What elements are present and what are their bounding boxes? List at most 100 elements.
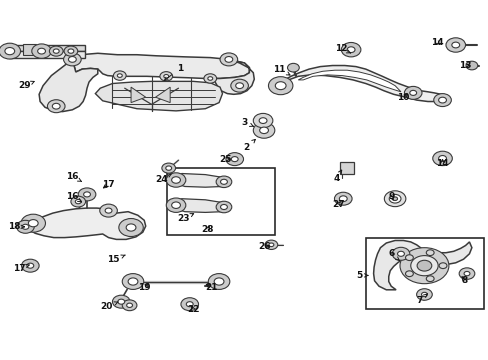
Circle shape [52, 103, 60, 109]
Circle shape [220, 179, 227, 184]
Polygon shape [373, 240, 471, 290]
Text: 12: 12 [334, 44, 350, 53]
Circle shape [166, 198, 185, 212]
Text: 7: 7 [415, 294, 427, 305]
Circle shape [264, 240, 277, 249]
Text: 16: 16 [66, 172, 81, 181]
Circle shape [68, 49, 74, 53]
Text: 1: 1 [164, 64, 183, 80]
Text: 13: 13 [458, 61, 471, 70]
Text: 21: 21 [204, 283, 217, 292]
Text: 4: 4 [332, 170, 341, 183]
Text: 19: 19 [138, 283, 150, 292]
Circle shape [186, 302, 193, 307]
Circle shape [458, 268, 474, 279]
Text: 28: 28 [201, 225, 214, 234]
Circle shape [71, 196, 85, 207]
Circle shape [0, 43, 20, 59]
Circle shape [405, 271, 412, 276]
Circle shape [166, 173, 185, 187]
Text: 8: 8 [461, 276, 467, 284]
Text: 17: 17 [102, 180, 115, 189]
Circle shape [384, 191, 405, 207]
Circle shape [405, 255, 412, 261]
Circle shape [259, 127, 268, 134]
Circle shape [438, 97, 446, 103]
Text: 23: 23 [177, 213, 193, 223]
Circle shape [409, 90, 416, 95]
Circle shape [100, 204, 117, 217]
Circle shape [5, 48, 15, 55]
Polygon shape [155, 87, 170, 103]
Circle shape [421, 292, 427, 297]
Circle shape [171, 202, 180, 208]
Polygon shape [173, 174, 227, 187]
Circle shape [126, 224, 136, 231]
Circle shape [38, 48, 45, 54]
Circle shape [231, 157, 238, 162]
Circle shape [83, 192, 90, 197]
Circle shape [162, 163, 175, 173]
Circle shape [203, 74, 216, 83]
Circle shape [235, 83, 243, 89]
Circle shape [433, 94, 450, 107]
Text: 9: 9 [387, 192, 394, 201]
Circle shape [220, 53, 237, 66]
Circle shape [28, 220, 38, 227]
Bar [167, 168, 274, 235]
Circle shape [341, 42, 360, 57]
Circle shape [392, 197, 397, 201]
Circle shape [220, 204, 227, 210]
Bar [9, 51, 84, 58]
Bar [23, 44, 36, 55]
Circle shape [27, 263, 34, 268]
Circle shape [64, 46, 78, 56]
Circle shape [438, 263, 446, 269]
Circle shape [216, 201, 231, 213]
Text: 25: 25 [219, 155, 232, 163]
Circle shape [230, 79, 248, 92]
Circle shape [451, 42, 459, 48]
Circle shape [225, 153, 243, 166]
Circle shape [113, 71, 126, 80]
Polygon shape [214, 59, 254, 94]
Circle shape [47, 100, 65, 113]
Circle shape [339, 196, 346, 202]
Circle shape [165, 166, 171, 170]
Circle shape [22, 224, 29, 229]
Text: 22: 22 [186, 305, 199, 314]
Circle shape [268, 243, 273, 247]
Text: 14: 14 [435, 159, 448, 168]
Circle shape [207, 77, 212, 80]
Circle shape [171, 177, 180, 183]
Circle shape [346, 47, 354, 53]
Text: 17: 17 [13, 264, 29, 273]
Circle shape [426, 250, 433, 256]
Circle shape [49, 46, 63, 56]
Polygon shape [72, 53, 249, 78]
Circle shape [445, 38, 465, 52]
Polygon shape [278, 66, 445, 102]
Circle shape [21, 259, 39, 272]
Polygon shape [173, 199, 227, 212]
Text: 5: 5 [356, 271, 367, 280]
Circle shape [410, 256, 437, 276]
Text: 16: 16 [66, 192, 81, 202]
Polygon shape [95, 81, 222, 111]
Text: 6: 6 [387, 249, 399, 261]
Text: 14: 14 [430, 38, 443, 47]
Circle shape [253, 122, 274, 138]
Circle shape [118, 299, 124, 304]
Circle shape [287, 63, 299, 72]
Circle shape [122, 274, 143, 289]
Circle shape [416, 260, 431, 271]
Text: 2: 2 [243, 139, 255, 152]
Circle shape [391, 247, 409, 260]
Circle shape [399, 248, 448, 284]
Circle shape [32, 44, 51, 58]
Circle shape [388, 194, 400, 203]
Text: 11: 11 [273, 65, 289, 75]
Circle shape [128, 278, 138, 285]
Circle shape [426, 276, 433, 282]
Circle shape [416, 289, 431, 300]
